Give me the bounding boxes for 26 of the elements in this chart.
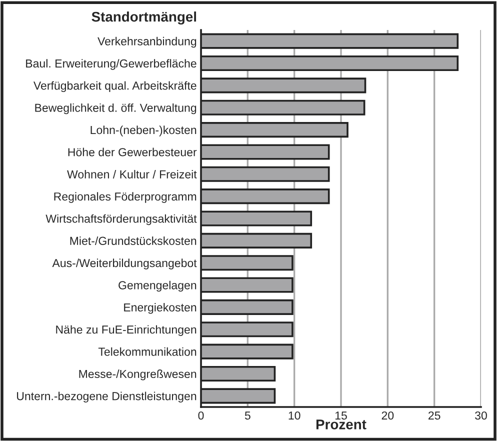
x-tick-label: 25 <box>428 411 440 420</box>
y-tick-label: Lohn-(neben-)kosten <box>90 126 196 136</box>
x-tick-label: 20 <box>382 411 394 420</box>
y-tick-label: Nähe zu FuE-Einrichtungen <box>56 325 196 336</box>
y-tick-label: Messe-/Kongreßwesen <box>79 370 196 380</box>
y-tick-label: Wirtschaftsförderungsaktivität <box>46 214 197 226</box>
x-tick-label: 30 <box>475 411 487 420</box>
x-tick-label: 5 <box>244 412 250 420</box>
y-tick-label: Aus-/Weiterbildungsangebot <box>52 258 197 270</box>
y-tick-label: Energiekosten <box>124 303 196 314</box>
y-tick-label: Telekommunikation <box>98 347 196 356</box>
chart-title: Standortmängel <box>92 11 196 25</box>
y-tick-label: Beweglichkeit d. öff. Verwaltung <box>35 103 196 114</box>
x-axis-title: Prozent <box>316 420 366 430</box>
x-tick-label: 15 <box>335 412 347 420</box>
y-tick-label: Regionales Föderprogramm <box>54 192 196 203</box>
y-tick-label: Baul. Erweiterung/Gewerbefläche <box>26 59 196 70</box>
y-tick-label: Gemengelagen <box>118 280 196 292</box>
x-tick-label: 0 <box>198 411 204 420</box>
y-tick-label: Miet-/Grundstückskosten <box>70 236 196 245</box>
x-tick-label: 10 <box>288 411 300 420</box>
y-tick-label: Wohnen / Kultur / Freizeit <box>67 170 197 178</box>
y-tick-label: Höhe der Gewerbesteuer <box>68 148 197 156</box>
y-tick-label: Verfügbarkeit qual. Arbeitskräfte <box>33 81 196 92</box>
y-tick-label: Verkehrsanbindung <box>98 36 196 48</box>
y-tick-label: Untern.-bezogene Dienstleistungen <box>17 392 196 402</box>
